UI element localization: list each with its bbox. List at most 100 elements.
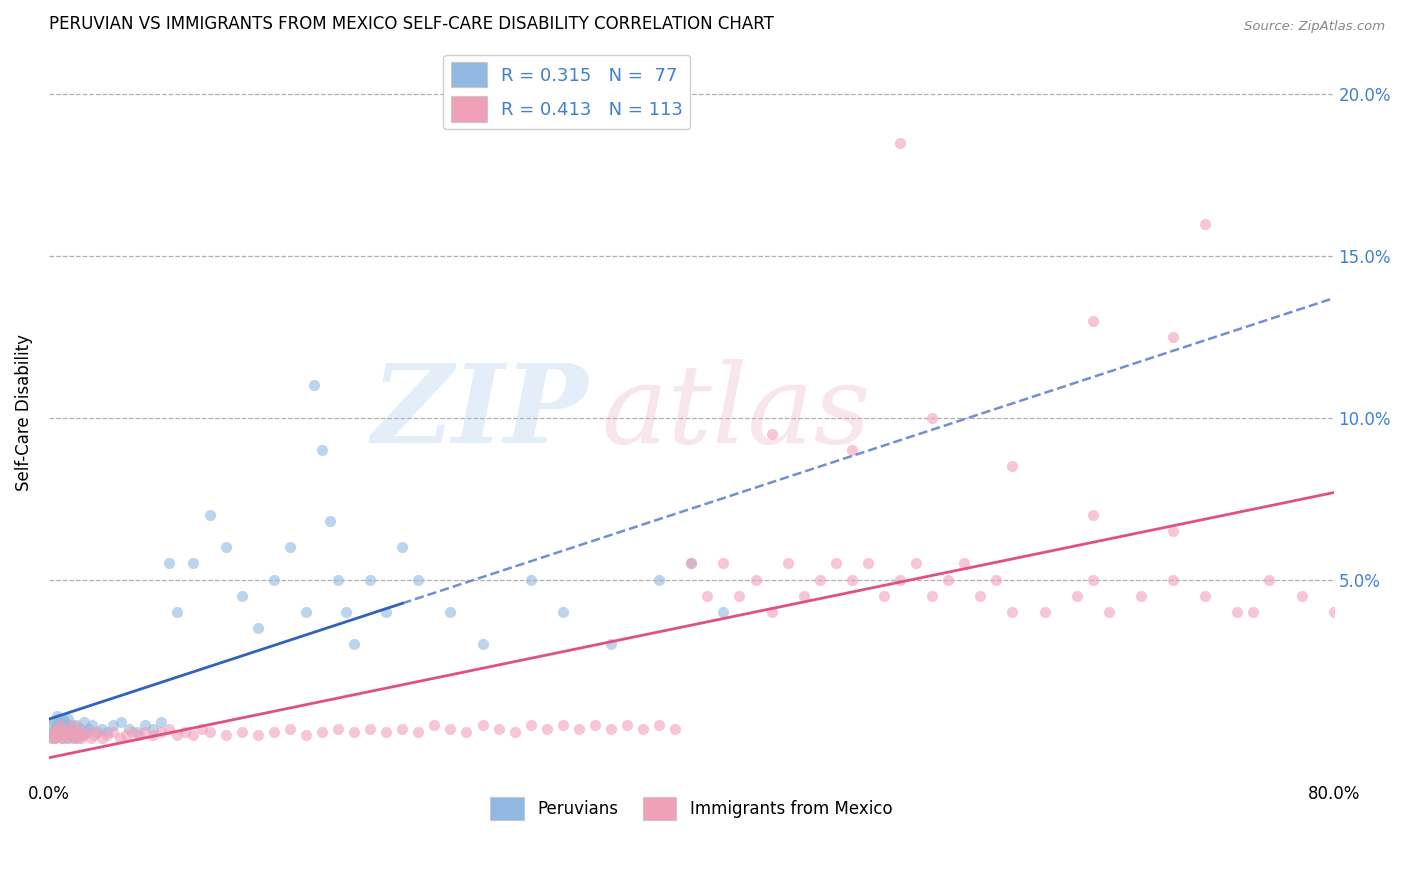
- Point: [439, 722, 461, 736]
- Point: [73, 728, 96, 742]
- Point: [58, 724, 80, 739]
- Point: [793, 589, 815, 603]
- Point: [142, 722, 165, 736]
- Point: [1081, 314, 1104, 328]
- Point: [53, 714, 76, 729]
- Point: [198, 508, 221, 522]
- Point: [80, 731, 103, 746]
- Point: [66, 728, 89, 742]
- Point: [73, 714, 96, 729]
- Point: [48, 728, 70, 742]
- Point: [58, 712, 80, 726]
- Point: [359, 722, 381, 736]
- Point: [190, 722, 212, 736]
- Point: [86, 724, 108, 739]
- Point: [128, 728, 150, 742]
- Point: [536, 722, 558, 736]
- Point: [246, 621, 269, 635]
- Point: [263, 724, 285, 739]
- Point: [551, 605, 574, 619]
- Point: [55, 722, 77, 736]
- Point: [728, 589, 751, 603]
- Point: [873, 589, 896, 603]
- Point: [600, 637, 623, 651]
- Point: [1194, 217, 1216, 231]
- Point: [70, 722, 93, 736]
- Point: [1001, 459, 1024, 474]
- Point: [39, 728, 62, 742]
- Point: [408, 724, 430, 739]
- Point: [83, 728, 105, 742]
- Point: [49, 728, 72, 742]
- Text: Source: ZipAtlas.com: Source: ZipAtlas.com: [1244, 20, 1385, 33]
- Point: [110, 714, 132, 729]
- Point: [44, 731, 66, 746]
- Point: [664, 722, 686, 736]
- Point: [86, 724, 108, 739]
- Point: [1226, 605, 1249, 619]
- Point: [343, 724, 366, 739]
- Point: [375, 605, 398, 619]
- Point: [905, 557, 928, 571]
- Point: [1161, 330, 1184, 344]
- Point: [63, 731, 86, 746]
- Point: [52, 724, 75, 739]
- Point: [1161, 573, 1184, 587]
- Point: [41, 718, 63, 732]
- Point: [150, 714, 173, 729]
- Point: [841, 573, 863, 587]
- Point: [76, 724, 98, 739]
- Point: [1323, 605, 1346, 619]
- Point: [744, 573, 766, 587]
- Point: [115, 728, 138, 742]
- Text: PERUVIAN VS IMMIGRANTS FROM MEXICO SELF-CARE DISABILITY CORRELATION CHART: PERUVIAN VS IMMIGRANTS FROM MEXICO SELF-…: [49, 15, 773, 33]
- Point: [69, 722, 91, 736]
- Point: [52, 724, 75, 739]
- Point: [616, 718, 638, 732]
- Point: [439, 605, 461, 619]
- Point: [91, 731, 114, 746]
- Point: [921, 589, 943, 603]
- Point: [456, 724, 478, 739]
- Point: [969, 589, 991, 603]
- Point: [62, 722, 84, 736]
- Point: [841, 443, 863, 458]
- Point: [134, 718, 156, 732]
- Point: [1241, 605, 1264, 619]
- Point: [62, 718, 84, 732]
- Point: [856, 557, 879, 571]
- Point: [391, 541, 413, 555]
- Point: [326, 722, 349, 736]
- Point: [648, 718, 671, 732]
- Point: [55, 731, 77, 746]
- Point: [41, 731, 63, 746]
- Point: [319, 515, 342, 529]
- Point: [519, 718, 541, 732]
- Point: [96, 724, 118, 739]
- Point: [48, 724, 70, 739]
- Point: [44, 722, 66, 736]
- Point: [1194, 589, 1216, 603]
- Point: [681, 557, 703, 571]
- Point: [326, 573, 349, 587]
- Point: [65, 724, 87, 739]
- Point: [41, 731, 63, 746]
- Point: [55, 722, 77, 736]
- Point: [39, 724, 62, 739]
- Point: [761, 605, 783, 619]
- Point: [359, 573, 381, 587]
- Point: [121, 724, 143, 739]
- Point: [335, 605, 357, 619]
- Point: [1258, 573, 1281, 587]
- Point: [713, 605, 735, 619]
- Point: [60, 724, 83, 739]
- Point: [59, 724, 82, 739]
- Text: ZIP: ZIP: [373, 359, 589, 467]
- Point: [648, 573, 671, 587]
- Point: [1066, 589, 1088, 603]
- Point: [46, 728, 69, 742]
- Point: [108, 731, 131, 746]
- Point: [53, 728, 76, 742]
- Point: [157, 557, 180, 571]
- Point: [631, 722, 654, 736]
